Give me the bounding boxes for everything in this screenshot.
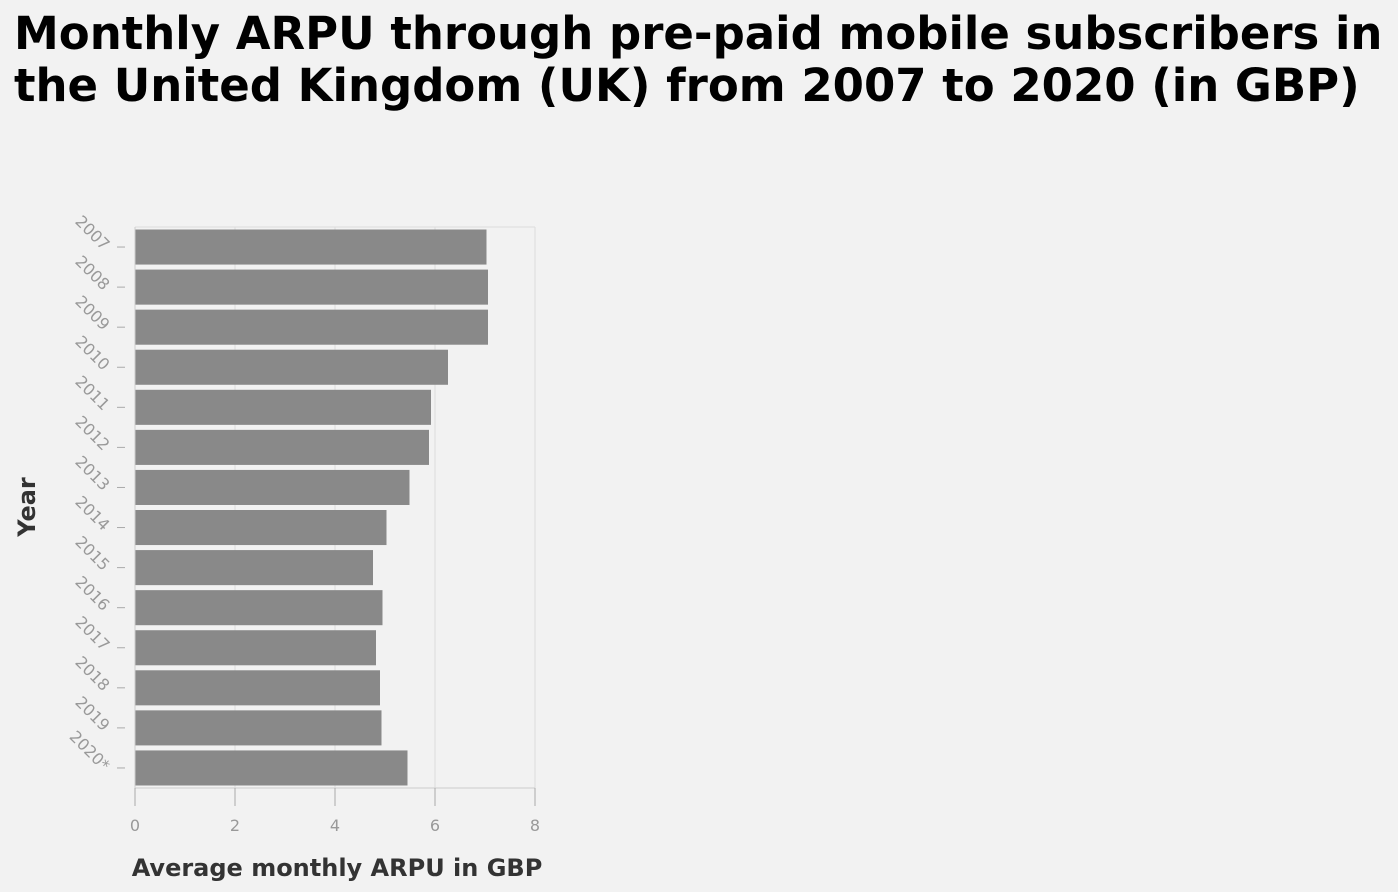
bar-2012 (135, 429, 429, 465)
bar-2017 (135, 630, 376, 666)
bars (135, 229, 488, 786)
bar-2007 (135, 229, 487, 265)
bar-2011 (135, 389, 431, 425)
y-axis: 2007200820092010201120122013201420152016… (66, 212, 136, 788)
y-tick-label-6: 2013 (71, 452, 113, 494)
y-tick-label-9: 2016 (71, 572, 113, 614)
y-tick-label-2: 2009 (71, 292, 113, 334)
bar-2008 (135, 269, 488, 305)
y-tick-label-11: 2018 (71, 652, 113, 694)
y-tick-label-5: 2012 (71, 412, 113, 454)
bar-2019 (135, 710, 382, 746)
x-tick-label-1: 2 (230, 816, 240, 835)
y-tick-label-1: 2008 (71, 252, 113, 294)
x-tick-label-0: 0 (130, 816, 140, 835)
x-axis: 0 2 4 6 8 (130, 787, 540, 835)
bar-2015 (135, 550, 373, 586)
x-tick-label-3: 6 (430, 816, 440, 835)
bar-2020 (135, 750, 408, 786)
y-tick-label-8: 2015 (71, 532, 113, 574)
bar-2018 (135, 670, 380, 706)
x-tick-label-2: 4 (330, 816, 340, 835)
bar-2016 (135, 590, 383, 626)
y-tick-label-4: 2011 (71, 372, 113, 414)
y-tick-label-7: 2014 (71, 492, 113, 534)
y-tick-label-13: 2020* (66, 727, 114, 775)
x-tick-label-4: 8 (530, 816, 540, 835)
bar-2010 (135, 349, 448, 385)
bar-2013 (135, 469, 410, 505)
y-tick-label-0: 2007 (71, 212, 113, 254)
y-axis-title: Year (13, 477, 41, 538)
y-tick-label-3: 2010 (71, 332, 113, 374)
bar-2009 (135, 309, 488, 345)
y-tick-label-10: 2017 (71, 612, 113, 654)
chart-title: Monthly ARPU through pre-paid mobile sub… (14, 7, 1383, 112)
x-axis-title: Average monthly ARPU in GBP (132, 854, 543, 882)
bar-2014 (135, 510, 387, 546)
